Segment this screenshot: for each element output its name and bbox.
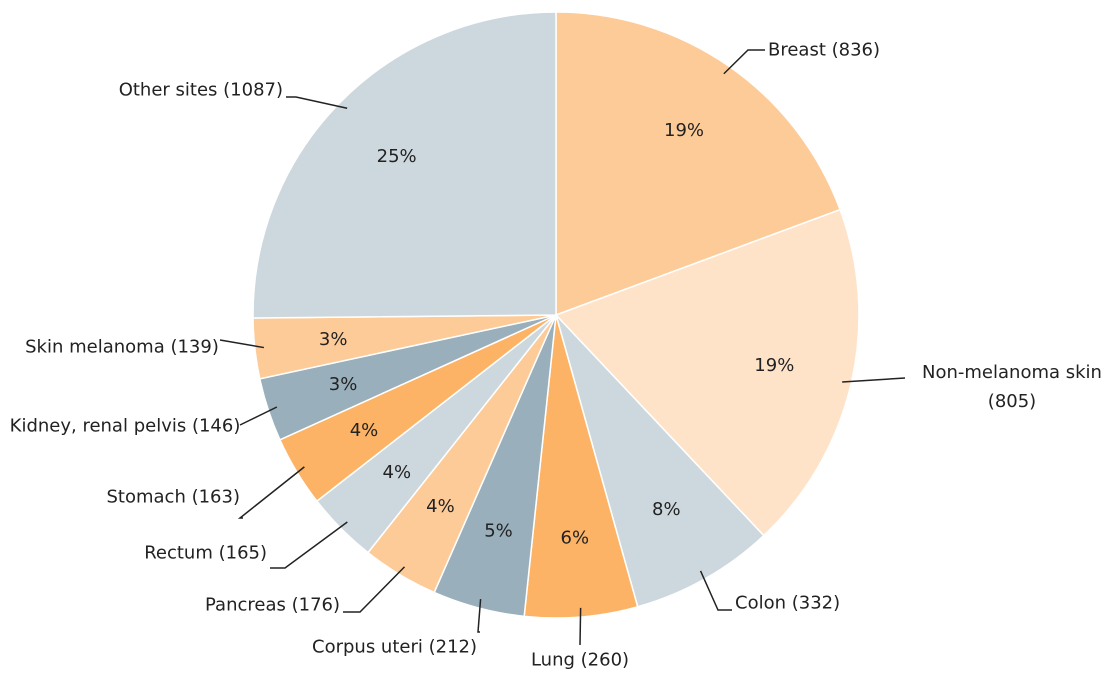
- category-label: Breast (836): [768, 39, 881, 61]
- percent-label: 6%: [561, 527, 590, 548]
- leader-line: [699, 570, 732, 611]
- percent-label: 25%: [377, 146, 417, 167]
- leader-line: [842, 377, 906, 383]
- category-label: Rectum (165): [144, 542, 267, 564]
- percent-label: 4%: [383, 462, 412, 483]
- pie-slice: [555, 11, 842, 317]
- leader-line: [723, 49, 765, 75]
- category-label: Stomach (163): [106, 486, 241, 508]
- leader-line: [286, 96, 348, 109]
- category-label: Other sites (1087): [118, 79, 283, 101]
- leader-line: [219, 339, 265, 349]
- category-label: Corpus uteri (212): [312, 636, 477, 658]
- percent-label: 8%: [652, 499, 681, 520]
- percent-label: 4%: [426, 496, 455, 517]
- category-label: Kidney, renal pelvis (146): [9, 415, 241, 437]
- percent-label: 3%: [319, 329, 348, 350]
- percent-label: 3%: [329, 374, 358, 395]
- category-label: Skin melanoma (139): [25, 336, 219, 358]
- leader-line: [237, 466, 305, 519]
- leader-line: [343, 566, 406, 613]
- percent-label: 5%: [484, 521, 513, 542]
- pie-slice: [554, 208, 860, 537]
- leader-line: [270, 521, 348, 569]
- leader-line: [239, 406, 278, 426]
- category-label: Non-melanoma skin (805): [922, 362, 1102, 412]
- category-label: Pancreas (176): [205, 594, 340, 616]
- pie-slice: [252, 11, 557, 319]
- percent-label: 19%: [664, 120, 704, 141]
- category-label: Colon (332): [735, 592, 841, 614]
- category-label: Lung (260): [530, 649, 630, 671]
- percent-label: 19%: [754, 355, 794, 376]
- pie-slice: [555, 314, 765, 608]
- leader-line: [477, 599, 482, 633]
- percent-label: 4%: [350, 420, 379, 441]
- leader-line: [579, 607, 582, 646]
